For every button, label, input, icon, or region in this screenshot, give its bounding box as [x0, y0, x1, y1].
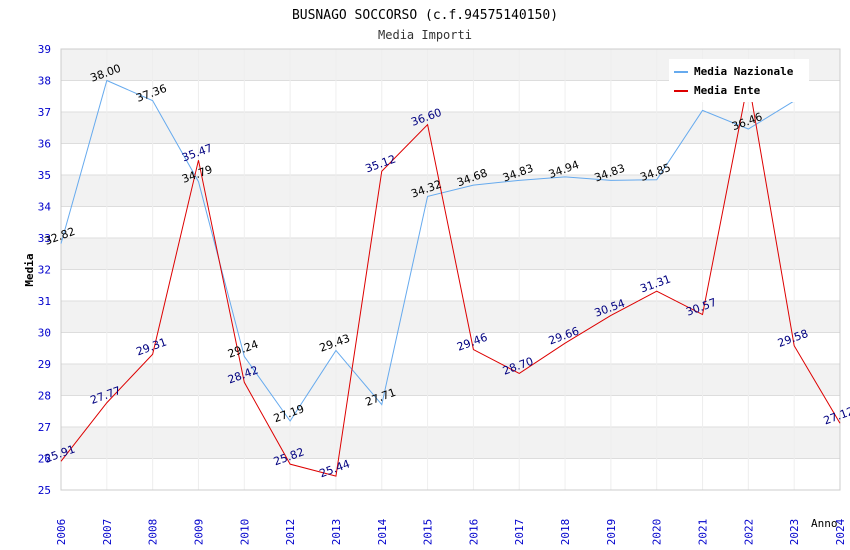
x-axis-ticks: 2006 2007 2008 2009 2010 2012 2013 2014 2015 2016… — [55, 518, 847, 545]
series-lines — [60, 79, 841, 477]
x-tick-label: 2006 — [55, 519, 68, 546]
grid-bands — [61, 49, 840, 459]
y-tick-label: 32 — [38, 264, 51, 277]
grid-band — [61, 364, 840, 396]
gridlines — [60, 48, 841, 491]
x-tick-label: 2015 — [422, 519, 435, 546]
y-tick-label: 29 — [38, 358, 51, 371]
chart-subtitle: Media Importi — [378, 28, 472, 42]
x-tick-label: 2012 — [284, 519, 297, 546]
x-tick-label: 2008 — [147, 519, 160, 546]
data-label-ente: 25.91 — [43, 443, 77, 466]
data-label-nazionale: 37.36 — [134, 82, 168, 105]
y-tick-label: 34 — [38, 201, 52, 214]
x-tick-label: 2017 — [513, 519, 526, 546]
y-tick-label: 28 — [38, 390, 51, 403]
x-tick-label: 2023 — [788, 519, 801, 546]
data-label-nazionale: 29.24 — [226, 338, 260, 361]
y-tick-label: 39 — [38, 43, 51, 56]
y-axis-label: Media — [23, 253, 36, 286]
grid-band — [61, 427, 840, 459]
data-label-ente: 27.12 — [822, 404, 850, 427]
legend-label-ente: Media Ente — [694, 84, 761, 97]
x-tick-label: 2010 — [238, 519, 251, 546]
y-tick-label: 30 — [38, 327, 51, 340]
x-tick-label: 2021 — [697, 519, 710, 546]
x-tick-label: 2018 — [559, 519, 572, 546]
data-label-nazionale: 27.19 — [272, 402, 306, 425]
series-line-nazionale — [60, 79, 795, 422]
x-tick-label: 2019 — [605, 519, 618, 546]
legend: Media Nazionale Media Ente — [669, 59, 809, 102]
grid-band — [61, 112, 840, 144]
x-tick-label: 2007 — [101, 519, 114, 546]
y-tick-label: 27 — [38, 421, 51, 434]
data-label-ente: 35.47 — [180, 141, 214, 164]
data-label-ente: 29.46 — [455, 331, 489, 354]
data-label-nazionale: 29.43 — [318, 332, 352, 355]
x-axis-label: Anno — [811, 517, 838, 530]
chart-title: BUSNAGO SOCCORSO (c.f.94575140150) — [292, 8, 558, 23]
y-tick-label: 33 — [38, 232, 51, 245]
legend-label-nazionale: Media Nazionale — [694, 65, 794, 78]
x-tick-label: 2009 — [192, 519, 205, 546]
plot-frame — [60, 48, 841, 491]
y-tick-label: 38 — [38, 75, 51, 88]
x-tick-label: 2022 — [742, 519, 755, 546]
x-tick-label: 2024 — [834, 518, 847, 545]
data-label-ente: 35.12 — [364, 152, 398, 175]
y-tick-label: 36 — [38, 138, 51, 151]
x-tick-label: 2016 — [467, 519, 480, 546]
series-line-ente — [60, 80, 841, 477]
x-tick-label: 2014 — [376, 518, 389, 545]
y-axis-ticks: 25 26 27 28 29 30 31 32 33 34 35 36 37 38 39 — [38, 43, 52, 497]
grid-band — [61, 301, 840, 333]
data-label-ente: 25.44 — [318, 457, 352, 480]
y-tick-label: 37 — [38, 106, 51, 119]
grid-band — [61, 238, 840, 270]
y-tick-label: 25 — [38, 484, 51, 497]
x-tick-label: 2013 — [330, 519, 343, 546]
y-tick-label: 35 — [38, 169, 51, 182]
x-tick-label: 2020 — [651, 519, 664, 546]
y-tick-label: 31 — [38, 295, 51, 308]
y-tick-label: 26 — [38, 453, 51, 466]
